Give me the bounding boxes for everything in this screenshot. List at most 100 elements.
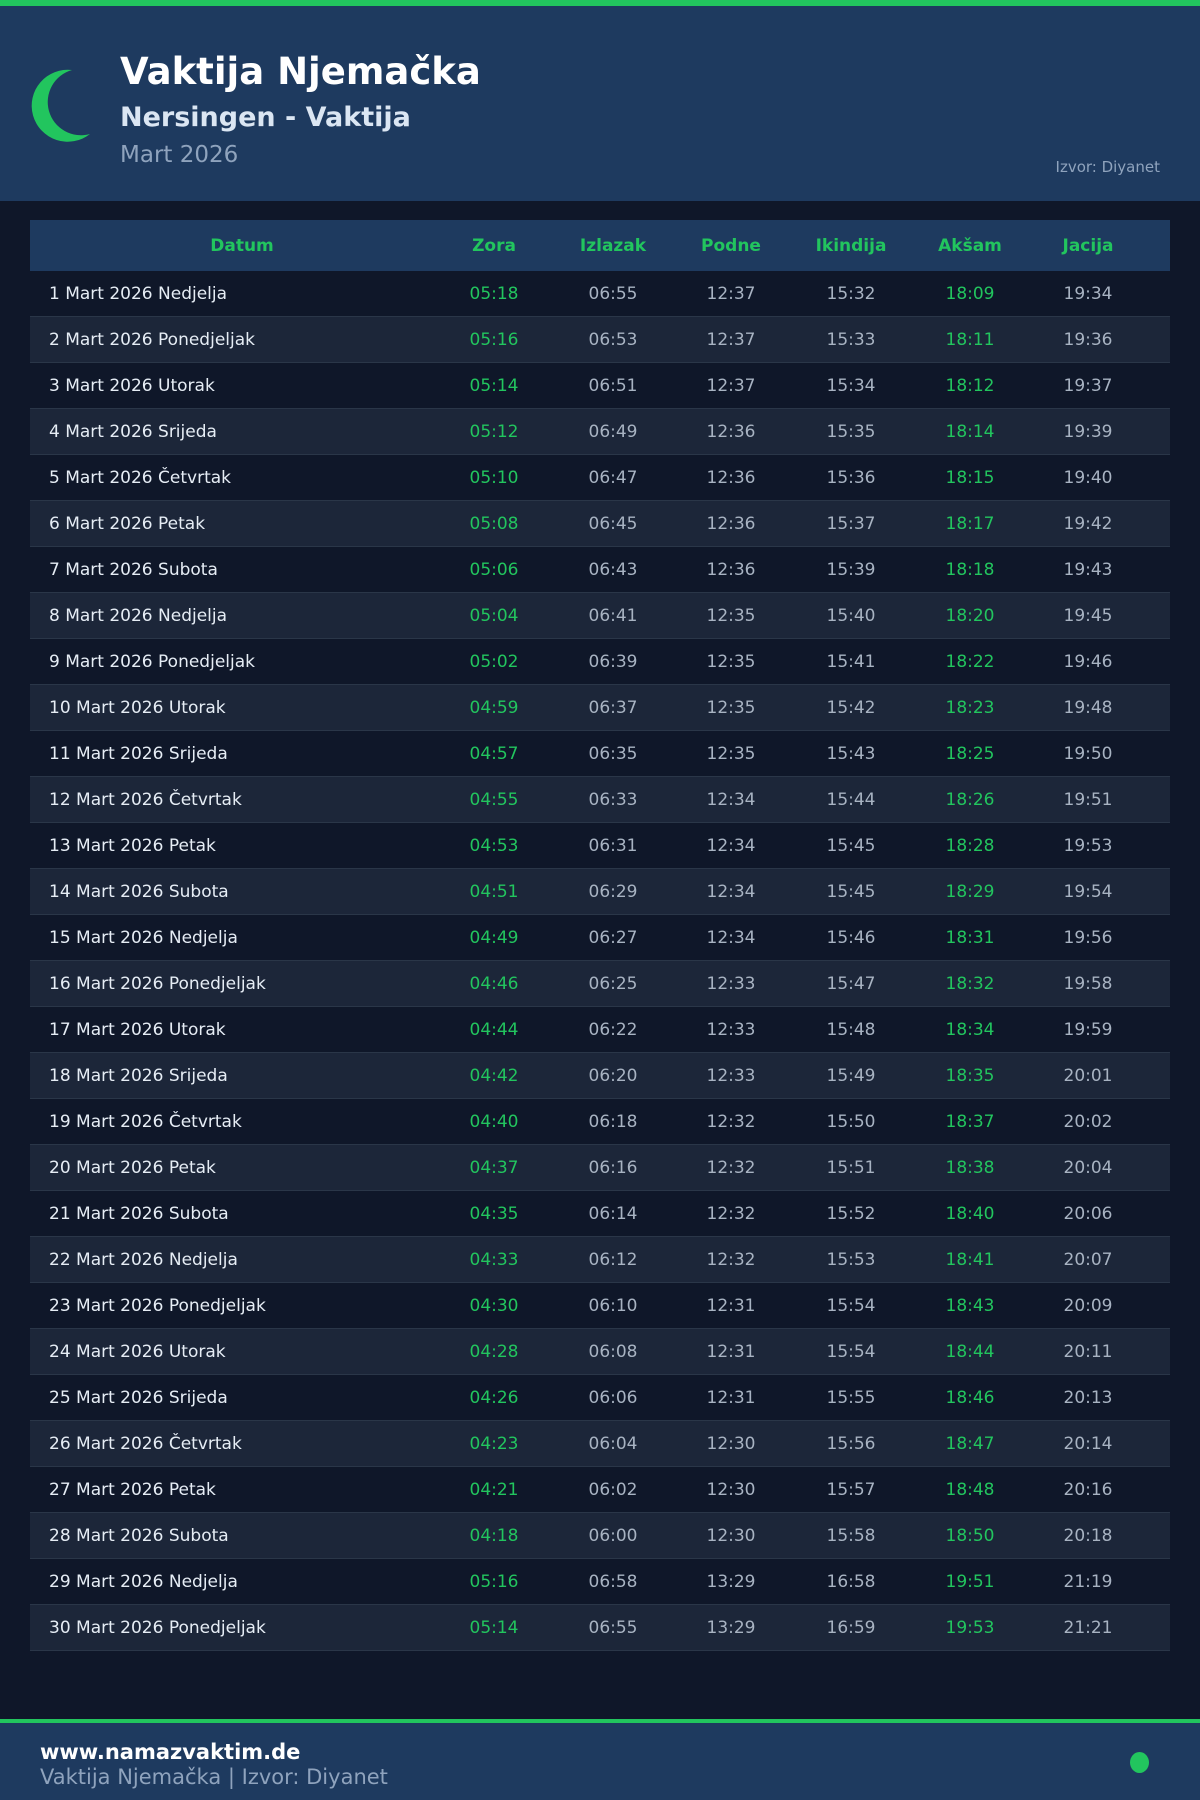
cell-datum: 13 Mart 2026 Petak	[49, 835, 216, 856]
cell-ikindija: 15:39	[826, 559, 876, 580]
cell-zora: 05:02	[469, 651, 519, 672]
cell-izlazak: 06:49	[588, 421, 638, 442]
cell-podne: 12:35	[706, 605, 756, 626]
cell-ikindija: 15:32	[826, 283, 876, 304]
cell-jacija: 19:45	[1063, 605, 1113, 626]
cell-zora: 04:26	[469, 1387, 519, 1408]
cell-datum: 19 Mart 2026 Četvrtak	[49, 1111, 242, 1132]
cell-ikindija: 15:52	[826, 1203, 876, 1224]
table-row: 17 Mart 2026 Utorak 04:44 06:22 12:33 15:48 1…	[30, 1007, 1170, 1053]
cell-zora: 04:30	[469, 1295, 519, 1316]
cell-ikindija: 15:48	[826, 1019, 876, 1040]
cell-izlazak: 06:41	[588, 605, 638, 626]
cell-aksam: 18:22	[945, 651, 995, 672]
cell-aksam: 18:50	[945, 1525, 995, 1546]
cell-datum: 14 Mart 2026 Subota	[49, 881, 229, 902]
cell-zora: 05:16	[469, 1571, 519, 1592]
cell-ikindija: 15:43	[826, 743, 876, 764]
cell-jacija: 20:06	[1063, 1203, 1113, 1224]
cell-podne: 12:31	[706, 1295, 756, 1316]
prayer-times-table: Datum Zora Izlazak Podne Ikindija Akšam Jacija…	[30, 220, 1170, 1651]
column-header-datum: Datum	[210, 235, 274, 256]
table-row: 21 Mart 2026 Subota 04:35 06:14 12:32 15:52 1…	[30, 1191, 1170, 1237]
cell-podne: 12:33	[706, 973, 756, 994]
cell-izlazak: 06:14	[588, 1203, 638, 1224]
cell-zora: 05:10	[469, 467, 519, 488]
cell-jacija: 20:16	[1063, 1479, 1113, 1500]
status-dot-icon	[1130, 1752, 1149, 1773]
cell-jacija: 20:09	[1063, 1295, 1113, 1316]
cell-aksam: 18:40	[945, 1203, 995, 1224]
cell-zora: 04:23	[469, 1433, 519, 1454]
cell-aksam: 18:44	[945, 1341, 995, 1362]
table-row: 19 Mart 2026 Četvrtak 04:40 06:18 12:32 15:5…	[30, 1099, 1170, 1145]
cell-jacija: 19:37	[1063, 375, 1113, 396]
cell-aksam: 18:37	[945, 1111, 995, 1132]
cell-izlazak: 06:06	[588, 1387, 638, 1408]
cell-podne: 12:32	[706, 1203, 756, 1224]
cell-zora: 04:35	[469, 1203, 519, 1224]
cell-datum: 5 Mart 2026 Četvrtak	[49, 467, 232, 488]
cell-datum: 10 Mart 2026 Utorak	[49, 697, 226, 718]
cell-ikindija: 15:57	[826, 1479, 876, 1500]
cell-izlazak: 06:39	[588, 651, 638, 672]
cell-ikindija: 16:59	[826, 1617, 876, 1638]
cell-zora: 04:51	[469, 881, 519, 902]
cell-podne: 12:31	[706, 1387, 756, 1408]
cell-jacija: 19:48	[1063, 697, 1113, 718]
cell-izlazak: 06:35	[588, 743, 638, 764]
cell-jacija: 19:50	[1063, 743, 1113, 764]
cell-datum: 12 Mart 2026 Četvrtak	[49, 789, 242, 810]
cell-izlazak: 06:12	[588, 1249, 638, 1270]
cell-zora: 05:14	[469, 375, 519, 396]
cell-ikindija: 15:33	[826, 329, 876, 350]
cell-aksam: 18:09	[945, 283, 995, 304]
cell-datum: 28 Mart 2026 Subota	[49, 1525, 229, 1546]
cell-podne: 12:35	[706, 697, 756, 718]
cell-izlazak: 06:58	[588, 1571, 638, 1592]
cell-aksam: 18:18	[945, 559, 995, 580]
cell-ikindija: 15:51	[826, 1157, 876, 1178]
cell-datum: 16 Mart 2026 Ponedjeljak	[49, 973, 266, 994]
table-row: 25 Mart 2026 Srijeda 04:26 06:06 12:31 15:55…	[30, 1375, 1170, 1421]
cell-podne: 12:30	[706, 1433, 756, 1454]
crescent-moon-icon	[31, 69, 90, 142]
cell-datum: 20 Mart 2026 Petak	[49, 1157, 216, 1178]
source-label: Izvor: Diyanet	[1055, 158, 1160, 176]
top-accent-bar	[0, 0, 1200, 6]
cell-jacija: 20:07	[1063, 1249, 1113, 1270]
cell-jacija: 21:21	[1063, 1617, 1113, 1638]
table-row: 7 Mart 2026 Subota 05:06 06:43 12:36 15:39 18…	[30, 547, 1170, 593]
cell-ikindija: 15:53	[826, 1249, 876, 1270]
table-row: 2 Mart 2026 Ponedjeljak 05:16 06:53 12:37 15…	[30, 317, 1170, 363]
cell-datum: 23 Mart 2026 Ponedjeljak	[49, 1295, 266, 1316]
cell-datum: 6 Mart 2026 Petak	[49, 513, 206, 534]
cell-izlazak: 06:10	[588, 1295, 638, 1316]
cell-ikindija: 15:56	[826, 1433, 876, 1454]
footer-subtitle: Vaktija Njemačka | Izvor: Diyanet	[40, 1765, 388, 1789]
cell-zora: 04:21	[469, 1479, 519, 1500]
cell-zora: 04:18	[469, 1525, 519, 1546]
cell-datum: 24 Mart 2026 Utorak	[49, 1341, 226, 1362]
cell-datum: 22 Mart 2026 Nedjelja	[49, 1249, 238, 1270]
table-row: 12 Mart 2026 Četvrtak 04:55 06:33 12:34 15:4…	[30, 777, 1170, 823]
cell-izlazak: 06:53	[588, 329, 638, 350]
cell-jacija: 20:13	[1063, 1387, 1113, 1408]
cell-aksam: 18:32	[945, 973, 995, 994]
page-subtitle: Nersingen - Vaktija	[120, 102, 411, 133]
cell-jacija: 19:43	[1063, 559, 1113, 580]
table-row: 10 Mart 2026 Utorak 04:59 06:37 12:35 15:42 1…	[30, 685, 1170, 731]
cell-aksam: 18:12	[945, 375, 995, 396]
cell-datum: 30 Mart 2026 Ponedjeljak	[49, 1617, 266, 1638]
cell-ikindija: 15:54	[826, 1295, 876, 1316]
cell-ikindija: 15:45	[826, 881, 876, 902]
cell-aksam: 18:14	[945, 421, 995, 442]
cell-zora: 04:59	[469, 697, 519, 718]
cell-aksam: 18:20	[945, 605, 995, 626]
cell-datum: 8 Mart 2026 Nedjelja	[49, 605, 228, 626]
cell-ikindija: 15:40	[826, 605, 876, 626]
cell-izlazak: 06:18	[588, 1111, 638, 1132]
cell-ikindija: 15:58	[826, 1525, 876, 1546]
cell-jacija: 19:46	[1063, 651, 1113, 672]
table-row: 5 Mart 2026 Četvrtak 05:10 06:47 12:36 15:36…	[30, 455, 1170, 501]
